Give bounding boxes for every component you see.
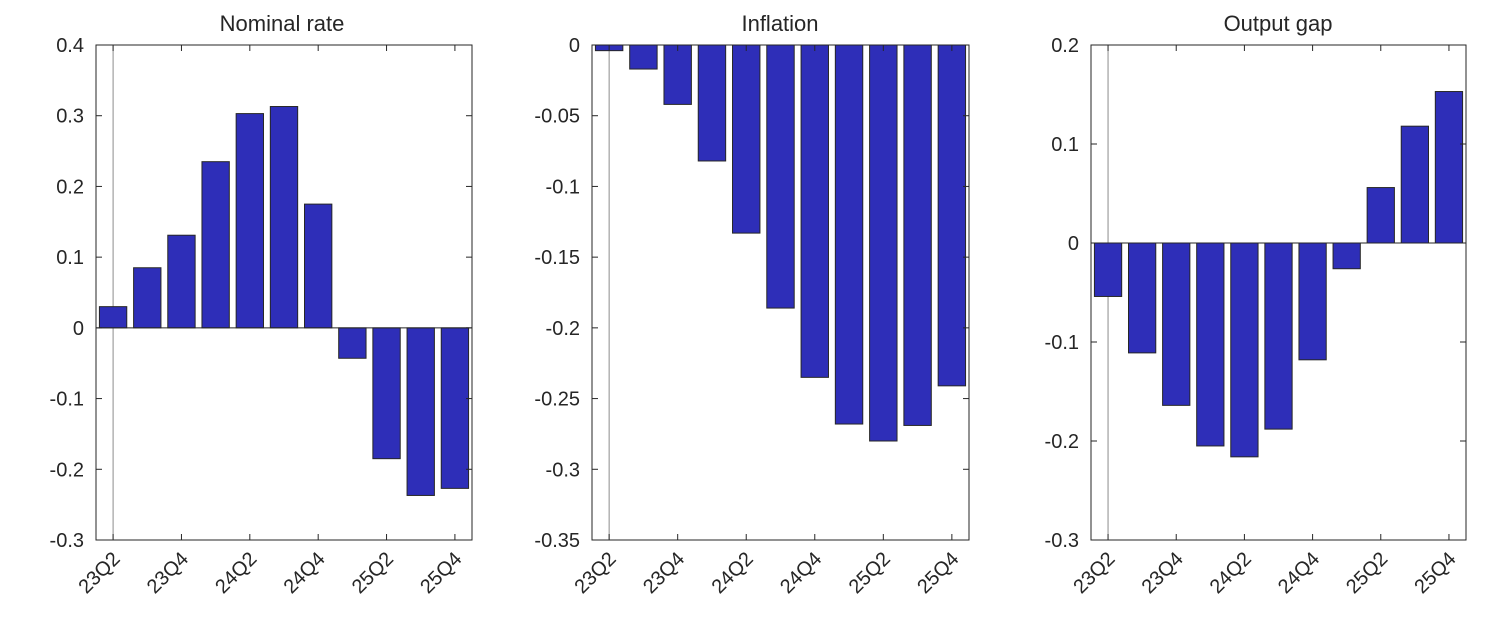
bar-25Q4 — [440, 327, 470, 489]
x-tick-label: 25Q2 — [845, 548, 895, 598]
bar-24Q4 — [800, 44, 829, 378]
output-gap-panel: Output gap -0.3 -0.2 -0.1 0 0.1 0.2 23Q2 23Q4 24… — [1045, 11, 1467, 598]
y-tick-label: 0.2 — [1051, 35, 1079, 57]
x-tick-label: 25Q4 — [1410, 548, 1460, 598]
y-tick-label: -0.35 — [534, 530, 580, 552]
x-tick-label: 25Q2 — [348, 548, 398, 598]
x-tick-label: 24Q4 — [776, 548, 826, 598]
chart-title: Output gap — [1224, 11, 1333, 36]
y-tick-label: 0 — [569, 35, 580, 57]
bar-24Q2 — [235, 113, 264, 329]
bar-24Q3 — [1264, 242, 1293, 430]
y-tick-label: -0.3 — [546, 459, 580, 481]
bar-24Q3 — [269, 106, 299, 329]
bar-24Q1 — [1196, 242, 1225, 447]
inflation-panel: Inflation -0.35 -0.3 -0.25 -0.2 -0.15 -0.1 -0.… — [534, 11, 970, 598]
x-tick-label: 23Q4 — [1138, 548, 1188, 598]
x-tick-label: 23Q2 — [571, 548, 621, 598]
x-tick-label: 23Q4 — [639, 548, 689, 598]
y-tick-label: 0.2 — [56, 176, 84, 198]
bar-24Q1 — [697, 44, 727, 162]
y-tick-label: 0.1 — [1051, 134, 1079, 156]
plot-frame — [1090, 44, 1467, 541]
bar-24Q2 — [1230, 242, 1259, 458]
bar-23Q3 — [629, 44, 658, 70]
y-tick-label: -0.2 — [546, 318, 580, 340]
bar-25Q1 — [1332, 242, 1361, 270]
x-tick-label: 23Q2 — [74, 548, 124, 598]
bar-25Q3 — [406, 327, 435, 496]
x-tick-label: 24Q2 — [1206, 548, 1256, 598]
x-tick-label: 25Q2 — [1342, 548, 1392, 598]
bar-23Q4 — [167, 234, 196, 329]
bar-25Q4 — [937, 44, 967, 387]
y-tick-label: 0.1 — [56, 247, 84, 269]
bar-23Q2 — [1093, 242, 1123, 297]
y-tick-label: 0 — [1068, 233, 1079, 255]
x-tick-label: 25Q4 — [913, 548, 963, 598]
x-tick-label: 23Q2 — [1069, 548, 1119, 598]
y-tick-label: -0.1 — [1045, 332, 1079, 354]
bar-23Q4 — [663, 44, 692, 105]
y-tick-label: -0.25 — [534, 389, 580, 411]
bar-25Q1 — [834, 44, 864, 425]
bar-24Q4 — [1298, 242, 1327, 361]
x-tick-label: 24Q4 — [1274, 548, 1324, 598]
bar-24Q3 — [766, 44, 795, 309]
bar-24Q1 — [201, 161, 230, 329]
plot-frame — [95, 44, 473, 541]
y-tick-label: -0.2 — [50, 459, 84, 481]
bar-25Q3 — [1400, 125, 1430, 244]
bar-25Q1 — [338, 327, 367, 359]
bar-25Q4 — [1434, 91, 1464, 244]
x-tick-label: 24Q4 — [280, 548, 330, 598]
y-tick-label: 0.4 — [56, 35, 84, 57]
y-tick-label: -0.15 — [534, 247, 580, 269]
bar-25Q2 — [869, 44, 898, 442]
bar-24Q4 — [304, 203, 333, 329]
chart-title: Nominal rate — [220, 11, 345, 36]
bar-24Q2 — [732, 44, 761, 234]
x-tick-label: 24Q2 — [708, 548, 758, 598]
bar-25Q2 — [1366, 187, 1395, 244]
y-tick-label: -0.2 — [1045, 431, 1079, 453]
y-tick-label: 0.3 — [56, 106, 84, 128]
y-tick-label: -0.1 — [546, 176, 580, 198]
bar-25Q2 — [372, 327, 401, 460]
bar-23Q3 — [133, 267, 162, 329]
nominal-rate-panel: Nominal rate -0.3 -0.2 -0.1 0 0.1 0.2 0.3 0.4 23… — [50, 11, 473, 598]
x-tick-label: 25Q4 — [416, 548, 466, 598]
y-tick-label: -0.05 — [534, 106, 580, 128]
x-tick-label: 23Q4 — [143, 548, 193, 598]
y-tick-label: 0 — [73, 318, 84, 340]
y-tick-label: -0.3 — [50, 530, 84, 552]
bar-23Q2 — [98, 306, 128, 329]
bar-23Q4 — [1162, 242, 1191, 406]
y-tick-label: -0.1 — [50, 389, 84, 411]
y-tick-label: -0.3 — [1045, 530, 1079, 552]
bar-23Q3 — [1128, 242, 1157, 354]
chart-title: Inflation — [741, 11, 818, 36]
bar-25Q3 — [903, 44, 932, 426]
x-tick-label: 24Q2 — [211, 548, 261, 598]
